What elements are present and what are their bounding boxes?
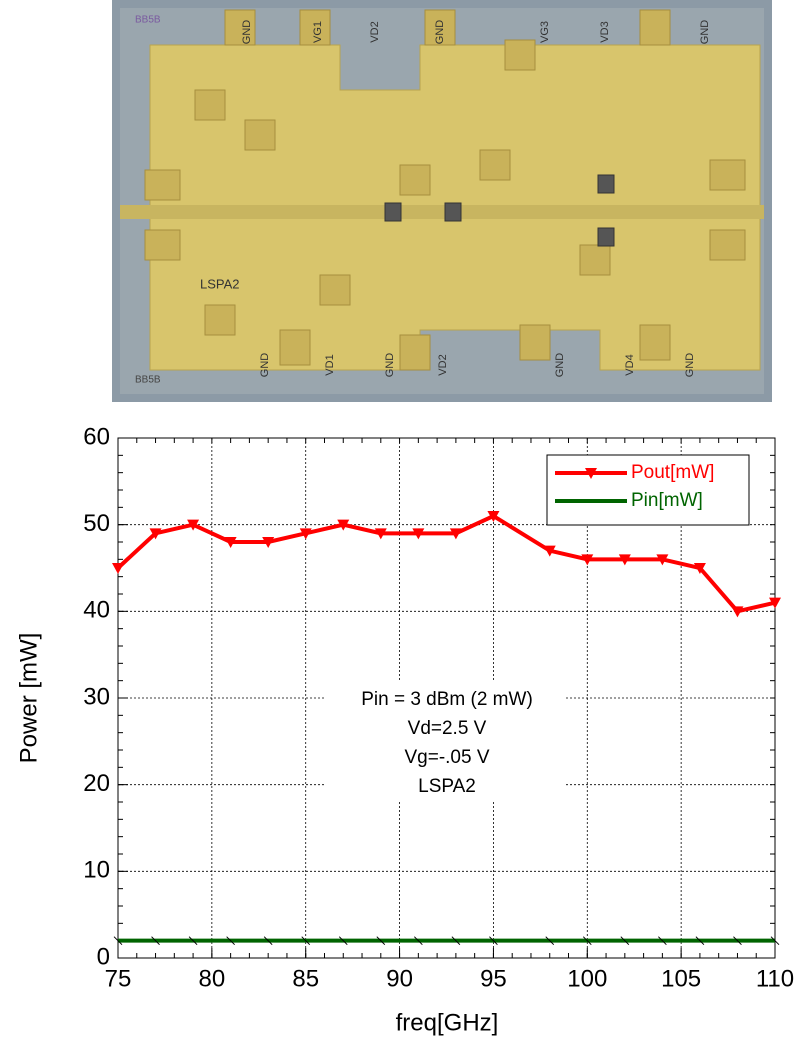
y-tick-label: 20 <box>83 770 110 797</box>
chip-label: GND <box>241 20 253 45</box>
chip-photo: GND VG1 VD2 GND VG3 VD3 GND GND VD1 GND VD2 GND VD4 G… <box>112 0 772 402</box>
chip-label: GND <box>434 20 446 45</box>
chip-label: VD1 <box>324 354 336 375</box>
chip-label: GND <box>554 353 566 378</box>
marker <box>733 936 742 946</box>
y-tick-label: 30 <box>83 683 110 710</box>
series-line <box>116 513 776 614</box>
y-tick-label: 60 <box>83 423 110 450</box>
legend-marker <box>585 468 597 479</box>
legend-box <box>546 454 750 526</box>
legend-label: Pout[mW] <box>631 462 714 483</box>
marker <box>301 936 311 946</box>
marker <box>489 936 498 946</box>
y-tick-label: 40 <box>83 597 110 624</box>
marker <box>263 936 273 946</box>
y-tick-label: 10 <box>83 857 110 884</box>
marker <box>449 528 462 540</box>
marker <box>374 528 387 540</box>
marker <box>769 597 781 609</box>
marker <box>412 528 425 540</box>
x-tick-label: 110 <box>756 965 794 992</box>
chip-label: BB5B <box>135 15 161 26</box>
marker <box>731 606 744 618</box>
marker <box>299 528 312 540</box>
x-tick-label: 75 <box>105 965 132 992</box>
marker <box>113 936 123 946</box>
marker <box>224 537 237 548</box>
annotation-box <box>325 682 565 802</box>
marker <box>770 936 780 946</box>
marker <box>451 936 461 946</box>
marker <box>545 936 555 946</box>
x-axis-label: freq[GHz] <box>396 1009 499 1036</box>
transistors <box>384 174 615 247</box>
marker <box>658 936 667 946</box>
x-tick-label: 90 <box>386 965 413 992</box>
marker <box>620 936 630 946</box>
legend-label: Pin[mW] <box>631 490 703 511</box>
rf-line <box>120 205 764 219</box>
chip-label: VD4 <box>624 354 636 375</box>
marker <box>656 554 669 566</box>
annotation: Vd=2.5 V <box>408 718 487 739</box>
x-tick-label: 105 <box>661 965 701 992</box>
chip-label: VD3 <box>599 21 611 42</box>
marker <box>151 936 160 946</box>
marker <box>376 936 386 946</box>
marker <box>487 511 500 522</box>
chip-label: VG3 <box>539 21 551 43</box>
y-axis-label: Power [mW] <box>15 633 42 764</box>
x-tick-label: 95 <box>480 965 507 992</box>
chip-label: GND <box>684 353 696 378</box>
chip-label: GND <box>699 20 711 45</box>
chip-label: LSPA2 <box>200 276 240 291</box>
marker <box>226 936 235 946</box>
x-tick-label: 85 <box>292 965 319 992</box>
marker <box>188 936 198 946</box>
marker <box>695 936 705 946</box>
chip-label: VD2 <box>369 21 381 42</box>
marker <box>149 528 162 540</box>
chip-label: VG1 <box>312 21 324 43</box>
marker <box>338 936 348 946</box>
marker <box>543 545 556 557</box>
marker <box>582 936 592 946</box>
marker <box>693 563 706 574</box>
annotation: Vg=-.05 V <box>404 747 489 768</box>
marker <box>112 563 124 574</box>
pads <box>144 9 746 371</box>
marker <box>337 519 350 531</box>
chip-labels: GND VG1 VD2 GND VG3 VD3 GND GND VD1 GND VD2 GND VD4 G… <box>135 15 711 386</box>
marker <box>187 519 200 531</box>
annotation: Pin = 3 dBm (2 mW) <box>361 689 533 710</box>
marker <box>618 554 631 566</box>
y-tick-label: 50 <box>83 510 110 537</box>
marker <box>413 936 423 946</box>
x-tick-label: 80 <box>199 965 226 992</box>
marker <box>581 554 594 566</box>
chart: freq[GHz] Power [mW] 75 80 85 90 95 100 105 110… <box>15 423 794 1036</box>
x-tick-label: 100 <box>567 965 607 992</box>
plot-frame <box>117 437 776 959</box>
annotation: LSPA2 <box>418 776 476 797</box>
chip-label: GND <box>259 353 271 378</box>
chip-label: BB5B <box>135 375 161 386</box>
chip-label: GND <box>384 353 396 378</box>
y-tick-label: 0 <box>97 943 110 970</box>
marker <box>262 537 275 548</box>
chip-label: VD2 <box>437 354 449 375</box>
